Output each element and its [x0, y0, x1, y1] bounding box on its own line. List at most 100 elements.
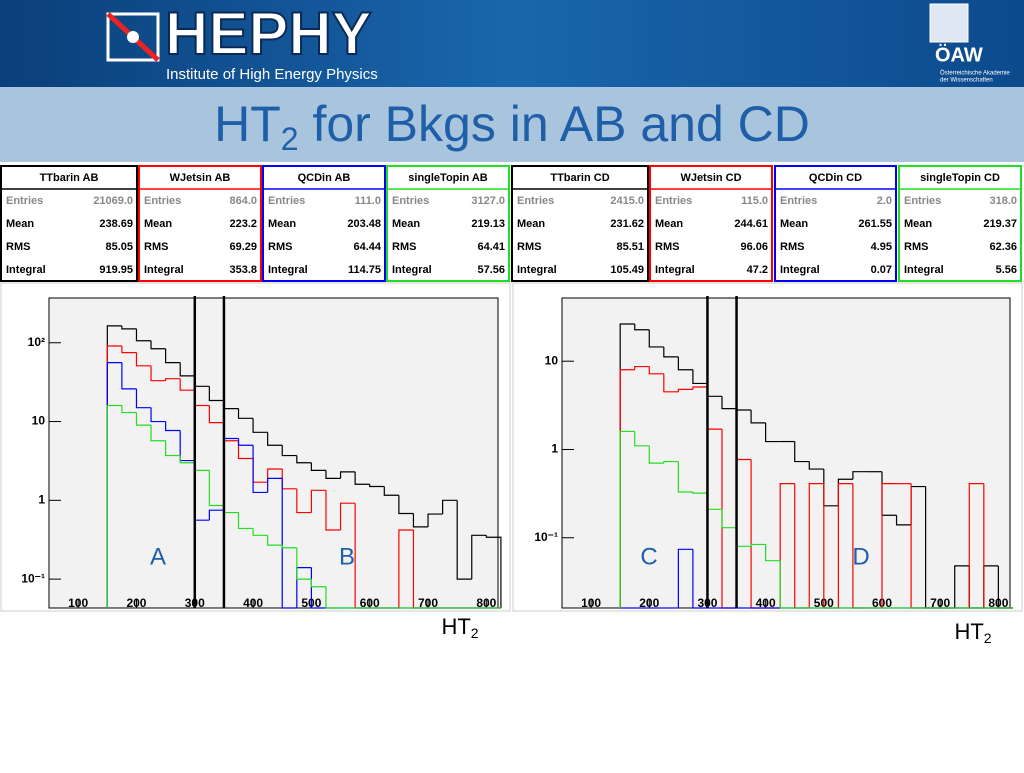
histogram-bin	[179, 378, 195, 391]
stat-value: 21069.0	[93, 195, 133, 207]
histogram-bin	[765, 544, 781, 562]
histogram-bin	[296, 455, 312, 464]
stat-value: 353.8	[229, 264, 257, 276]
stat-value: 244.61	[734, 218, 768, 230]
stat-label: RMS	[655, 241, 679, 253]
stat-label: RMS	[392, 241, 416, 253]
stat-label: RMS	[780, 241, 804, 253]
title-band	[0, 87, 1024, 162]
stat-value: 85.51	[616, 241, 644, 253]
stat-label: Integral	[268, 264, 308, 276]
histogram-bin	[677, 548, 693, 608]
histogram-bin	[325, 470, 341, 479]
histogram-bin	[677, 461, 693, 493]
histogram-bin	[721, 396, 737, 410]
histogram-bin	[692, 491, 708, 494]
histogram-bin	[310, 462, 326, 471]
stat-box	[511, 165, 649, 282]
histogram-bin	[165, 440, 181, 457]
stat-label: Integral	[780, 264, 820, 276]
stat-value: 231.62	[610, 218, 644, 230]
stat-value: 111.0	[355, 195, 381, 207]
histogram-bin	[648, 329, 664, 348]
histogram-bin	[106, 404, 122, 608]
histogram-bin	[135, 412, 152, 426]
stat-value: 85.05	[105, 241, 133, 253]
histogram-bin	[471, 534, 487, 580]
histogram-bin	[692, 549, 708, 609]
stat-box	[138, 165, 262, 282]
histogram-bin	[750, 410, 766, 424]
region-label: B	[339, 543, 355, 570]
stat-value: 223.2	[229, 218, 257, 230]
histogram-bin	[750, 543, 766, 547]
histogram-bin	[954, 565, 970, 608]
title-main: HT	[214, 96, 281, 152]
plot-area	[48, 297, 499, 609]
histogram-bin	[281, 545, 297, 549]
x-axis-label: HT2	[441, 614, 478, 641]
stat-value: 219.13	[471, 218, 505, 230]
histogram-bin	[208, 509, 224, 521]
x-label-main: HT	[954, 619, 983, 644]
stat-label: Mean	[144, 218, 172, 230]
histogram-bin	[208, 405, 224, 424]
stat-value: 47.2	[747, 264, 768, 276]
histogram-bin	[765, 422, 781, 443]
stat-label: RMS	[517, 241, 541, 253]
histogram-bin	[252, 528, 268, 536]
histogram-bin	[150, 340, 166, 350]
histogram-bin	[165, 421, 181, 432]
histogram-bin	[165, 378, 181, 381]
stat-label: RMS	[268, 241, 292, 253]
histogram-bin	[794, 441, 810, 463]
histogram-bin	[252, 418, 268, 433]
histogram-bin	[634, 365, 650, 370]
histogram-bin	[325, 586, 341, 609]
x-tick-label: 400	[756, 596, 776, 610]
stat-label: Integral	[392, 264, 432, 276]
histogram-bin	[267, 477, 283, 493]
stat-value: 238.69	[99, 218, 133, 230]
y-tick-label: 1	[38, 493, 45, 507]
histogram-bin	[442, 499, 458, 515]
stat-value: 261.55	[858, 218, 892, 230]
stat-label: Integral	[6, 264, 46, 276]
histogram-bin	[895, 515, 912, 526]
histogram-bin	[968, 483, 984, 608]
histogram-bin	[427, 513, 443, 527]
stat-box	[649, 165, 773, 282]
stat-value: 96.06	[740, 241, 768, 253]
histogram-bin	[619, 430, 635, 608]
x-tick-label: 600	[360, 596, 380, 610]
histogram-bin	[121, 405, 137, 414]
stat-label: Integral	[904, 264, 944, 276]
stat-label: Entries	[904, 195, 941, 207]
stat-box	[0, 165, 138, 282]
histogram-bin	[237, 438, 254, 446]
histogram-bin	[808, 483, 824, 608]
histogram-bin	[179, 455, 195, 464]
stat-label: Entries	[655, 195, 692, 207]
stat-label: RMS	[6, 241, 30, 253]
x-label-sub: 2	[984, 630, 992, 646]
histogram-bin	[267, 432, 283, 446]
histogram-bin	[237, 408, 254, 419]
stat-title: QCDin AB	[298, 172, 351, 184]
histogram-bin	[663, 373, 679, 393]
stat-box	[262, 165, 386, 282]
y-tick-label: 10²	[28, 335, 45, 349]
stat-title: QCDin CD	[809, 172, 862, 184]
histogram-bin	[398, 529, 414, 608]
stat-title: WJetsin CD	[680, 172, 741, 184]
stat-label: Mean	[904, 218, 932, 230]
histogram-bin	[634, 323, 650, 331]
y-tick-label: 10⁻¹	[21, 571, 45, 585]
header-band	[0, 0, 1024, 87]
histogram-bin	[150, 407, 166, 423]
stat-title: TTbarin CD	[550, 172, 609, 184]
stat-label: Integral	[655, 264, 695, 276]
org-sub: der Wissenschaften	[940, 78, 993, 84]
